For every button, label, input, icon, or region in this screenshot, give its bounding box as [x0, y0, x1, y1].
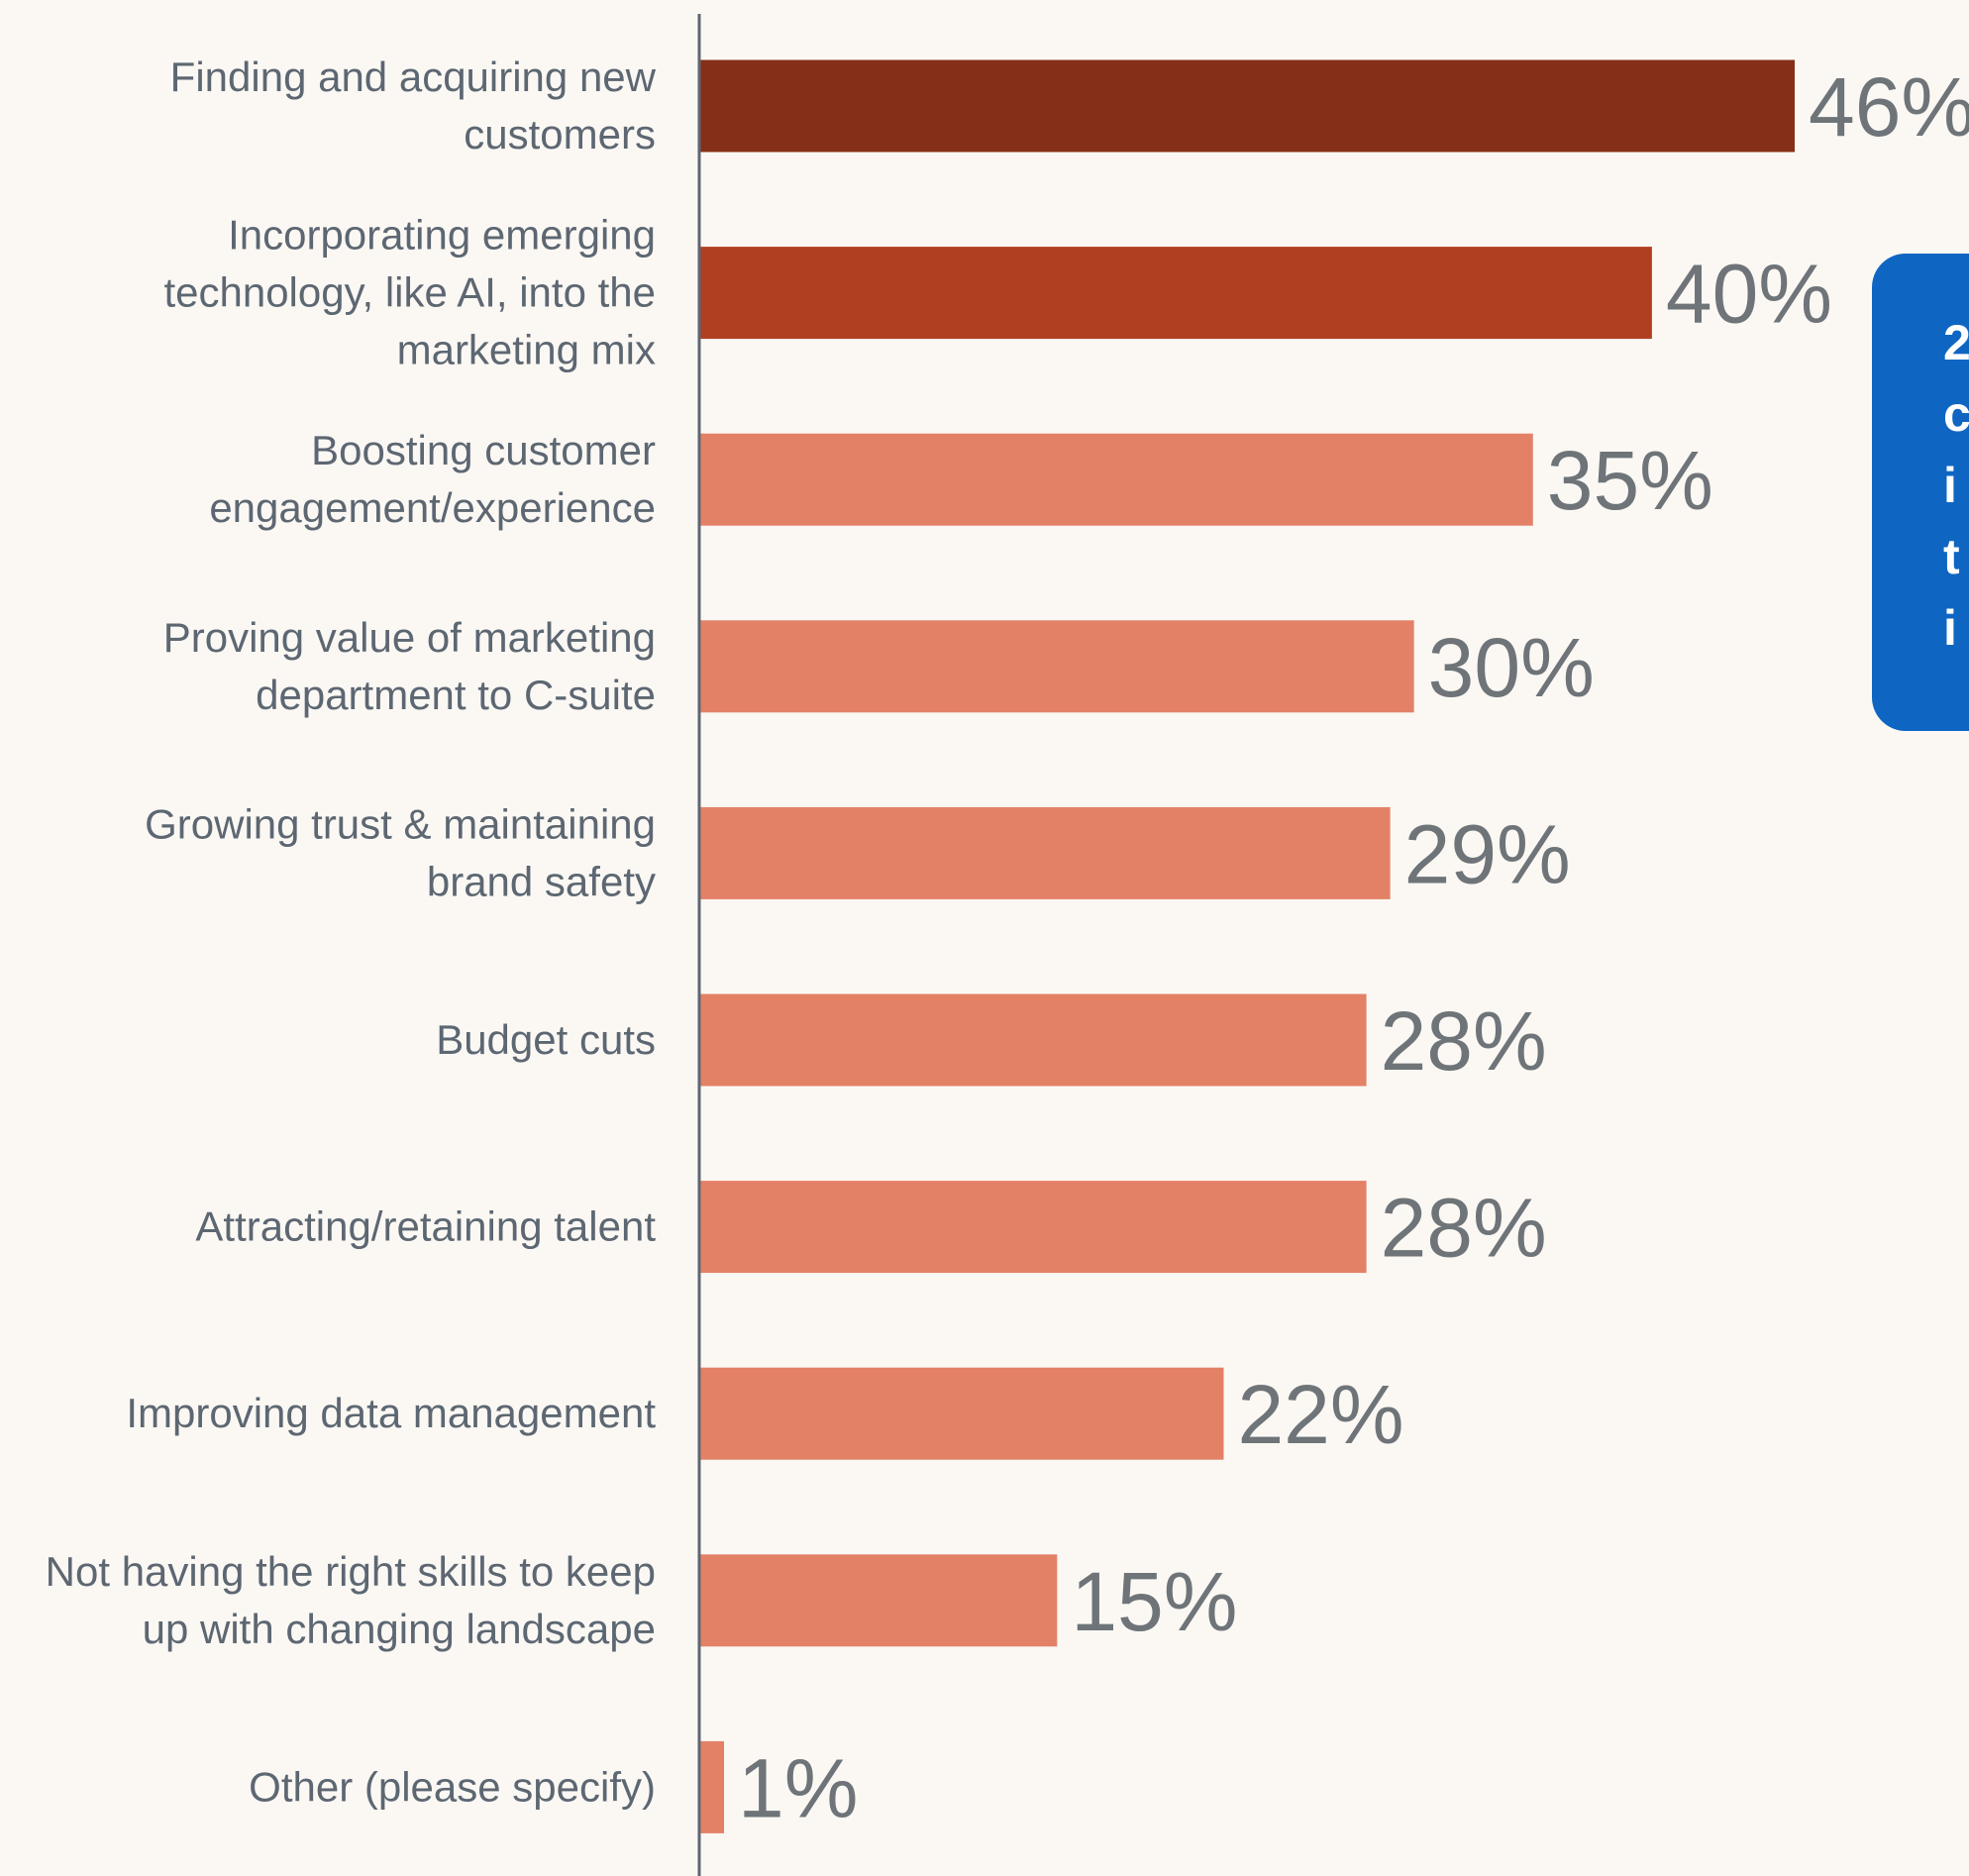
- category-label-3: Boosting customer engagement/experience: [209, 427, 656, 531]
- category-label-line: Budget cuts: [436, 1016, 656, 1063]
- category-label-line: engagement/experience: [209, 484, 656, 531]
- value-label-7: 28%: [1381, 1182, 1547, 1275]
- category-label-line: Proving value of marketing: [163, 614, 656, 661]
- value-label-5: 29%: [1404, 807, 1571, 900]
- category-label-line: Boosting customer: [311, 427, 656, 473]
- category-label-10: Other (please specify): [249, 1763, 656, 1810]
- value-label-9: 15%: [1071, 1555, 1237, 1648]
- callout-line-2: c: [1943, 386, 1969, 442]
- bar-6: [700, 993, 1367, 1087]
- bar-3: [700, 433, 1533, 526]
- bar-4: [700, 620, 1414, 713]
- value-label-2: 40%: [1666, 248, 1832, 341]
- value-label-10: 1%: [738, 1741, 858, 1834]
- callout-line-4: t: [1943, 529, 1960, 584]
- value-label-4: 30%: [1428, 621, 1595, 714]
- value-label-3: 35%: [1547, 434, 1713, 527]
- category-label-line: Finding and acquiring new: [170, 53, 657, 100]
- value-labels-group: 46% 40% 35% 30% 29% 28% 28% 22% 15% 1%: [738, 60, 1969, 1834]
- category-label-line: Incorporating emerging: [228, 212, 656, 259]
- category-label-9: Not having the right skills to keep up wi…: [46, 1548, 656, 1652]
- bar-2: [700, 247, 1652, 340]
- category-label-line: Improving data management: [126, 1390, 656, 1436]
- category-label-1: Finding and acquiring new customers: [170, 53, 657, 157]
- category-label-line: Growing trust & maintaining: [145, 800, 656, 847]
- bars-group: [700, 59, 1795, 1833]
- bar-10: [700, 1740, 725, 1833]
- category-label-8: Improving data management: [126, 1390, 656, 1436]
- callout-line-5: i: [1943, 600, 1957, 656]
- value-label-8: 22%: [1237, 1368, 1403, 1461]
- category-label-line: customers: [464, 111, 656, 157]
- category-label-line: technology, like AI, into the: [163, 269, 656, 316]
- callout-line-3: i: [1943, 458, 1957, 513]
- category-label-line: marketing mix: [397, 327, 656, 373]
- bar-8: [700, 1367, 1224, 1460]
- value-label-6: 28%: [1381, 994, 1547, 1088]
- category-label-line: up with changing landscape: [143, 1606, 656, 1652]
- category-labels-group: Finding and acquiring new customers Incorp…: [46, 53, 657, 1810]
- category-label-line: Attracting/retaining talent: [195, 1203, 656, 1250]
- category-label-6: Budget cuts: [436, 1016, 656, 1063]
- category-label-line: Other (please specify): [249, 1763, 656, 1810]
- category-label-5: Growing trust & maintaining brand safety: [145, 800, 656, 904]
- callout-line-1: 2: [1943, 315, 1969, 370]
- category-label-line: department to C-suite: [256, 672, 656, 718]
- bar-9: [700, 1554, 1058, 1647]
- category-label-line: Not having the right skills to keep: [46, 1548, 656, 1595]
- category-label-line: brand safety: [427, 858, 656, 904]
- category-label-2: Incorporating emerging technology, like A…: [163, 212, 656, 373]
- bar-7: [700, 1181, 1367, 1274]
- bar-1: [700, 59, 1795, 153]
- category-label-4: Proving value of marketing department to …: [163, 614, 656, 718]
- bar-5: [700, 806, 1391, 899]
- category-label-7: Attracting/retaining talent: [195, 1203, 656, 1250]
- value-label-1: 46%: [1809, 60, 1969, 154]
